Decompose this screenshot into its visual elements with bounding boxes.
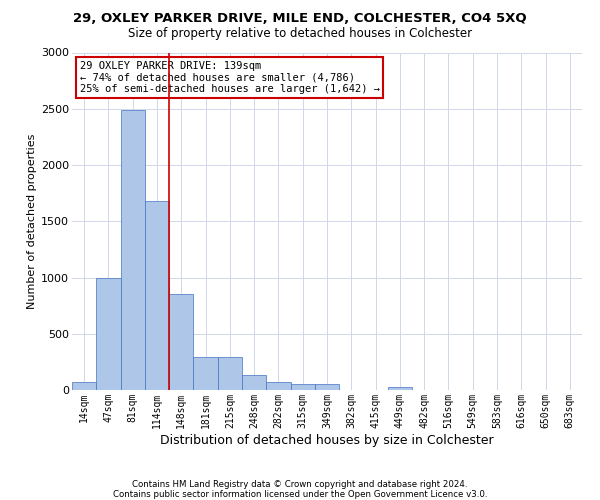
Bar <box>96 278 121 390</box>
Bar <box>218 358 242 390</box>
Text: Size of property relative to detached houses in Colchester: Size of property relative to detached ho… <box>128 28 472 40</box>
Bar <box>72 382 96 390</box>
Bar <box>121 110 145 390</box>
Bar <box>266 382 290 390</box>
Text: 29 OXLEY PARKER DRIVE: 139sqm
← 74% of detached houses are smaller (4,786)
25% o: 29 OXLEY PARKER DRIVE: 139sqm ← 74% of d… <box>80 61 380 94</box>
Bar <box>290 384 315 390</box>
Text: Contains HM Land Registry data © Crown copyright and database right 2024.: Contains HM Land Registry data © Crown c… <box>132 480 468 489</box>
Bar <box>145 201 169 390</box>
Bar <box>169 294 193 390</box>
Text: 29, OXLEY PARKER DRIVE, MILE END, COLCHESTER, CO4 5XQ: 29, OXLEY PARKER DRIVE, MILE END, COLCHE… <box>73 12 527 26</box>
Bar <box>388 386 412 390</box>
Bar <box>242 376 266 390</box>
Y-axis label: Number of detached properties: Number of detached properties <box>27 134 37 309</box>
Text: Contains public sector information licensed under the Open Government Licence v3: Contains public sector information licen… <box>113 490 487 499</box>
X-axis label: Distribution of detached houses by size in Colchester: Distribution of detached houses by size … <box>160 434 494 446</box>
Bar <box>193 358 218 390</box>
Bar <box>315 384 339 390</box>
